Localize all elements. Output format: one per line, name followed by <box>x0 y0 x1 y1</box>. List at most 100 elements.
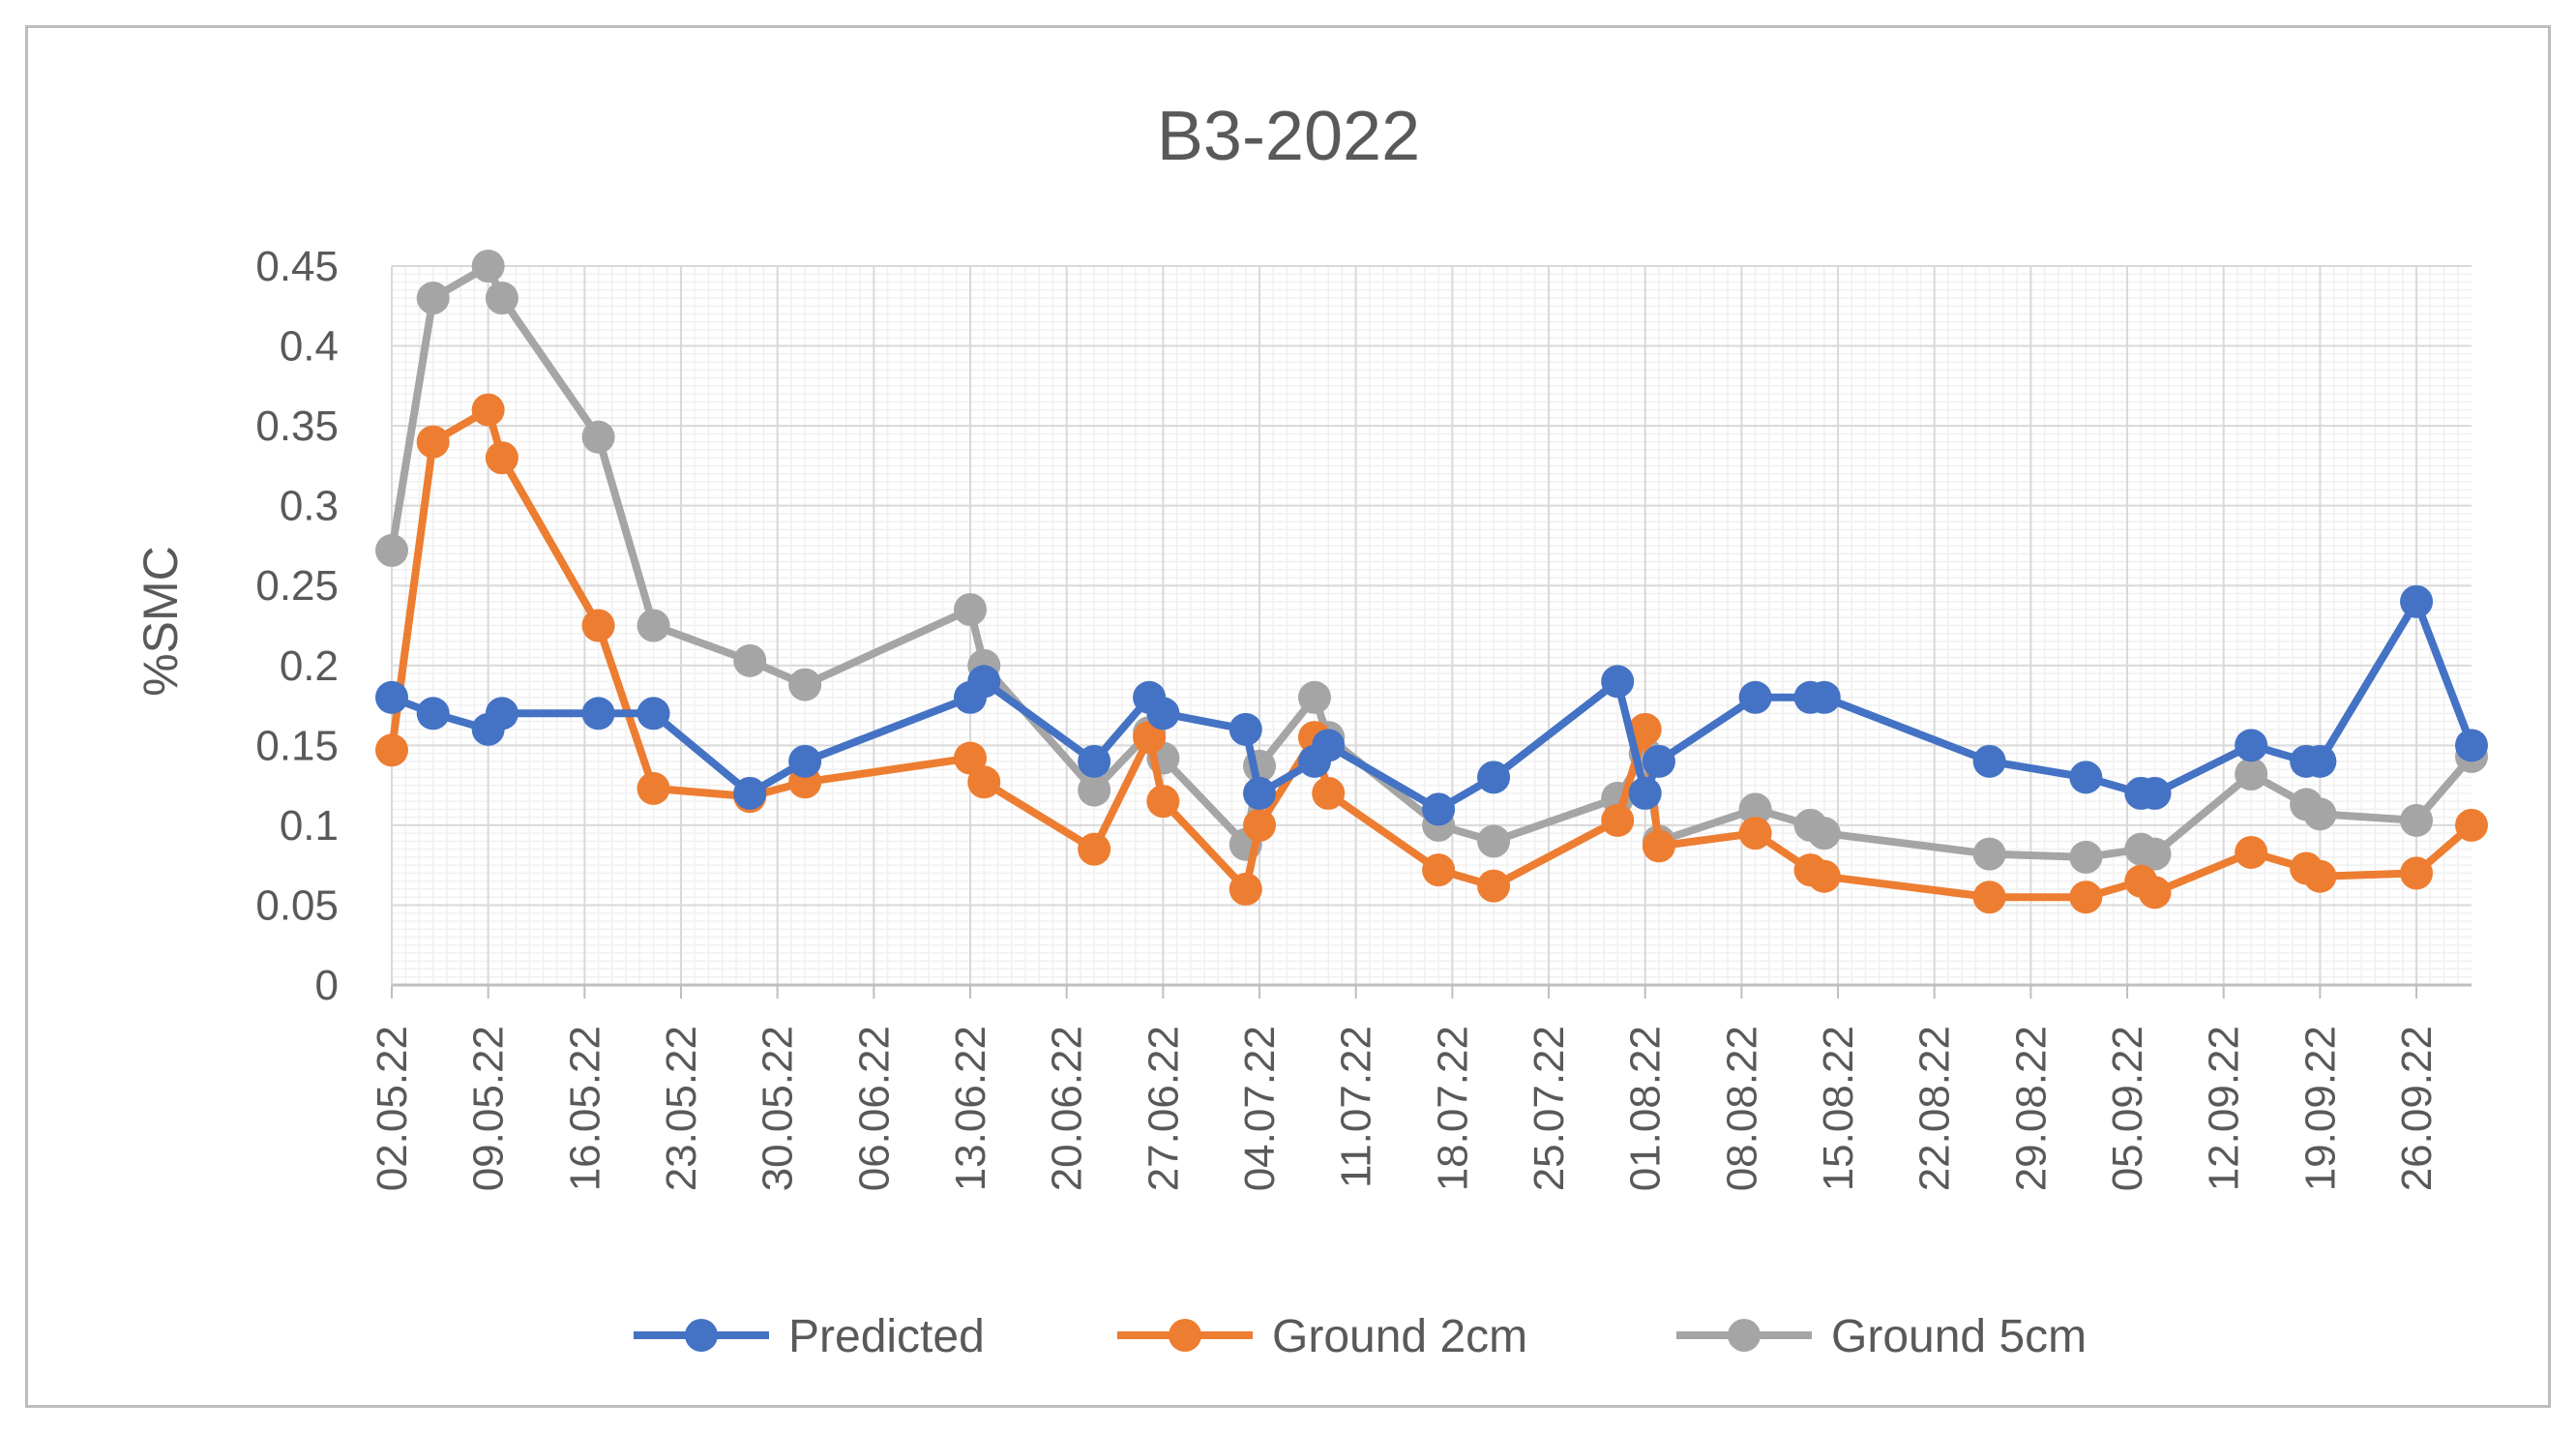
data-point-predicted <box>967 665 1001 699</box>
data-point-ground-2cm <box>2455 808 2488 842</box>
data-point-ground-5cm <box>375 533 408 567</box>
y-tick-label: 0.4 <box>280 323 339 371</box>
data-point-ground-2cm <box>485 441 518 475</box>
x-tick-label: 22.08.22 <box>1911 1026 1959 1191</box>
data-point-predicted <box>2303 744 2337 778</box>
data-point-predicted <box>2400 584 2434 618</box>
data-point-ground-2cm <box>1738 817 1772 851</box>
data-point-ground-2cm <box>637 771 670 805</box>
y-axis-label: %SMC <box>133 546 188 697</box>
data-point-ground-5cm <box>1972 837 2006 871</box>
data-point-ground-5cm <box>581 420 615 454</box>
data-point-ground-2cm <box>1146 785 1180 819</box>
y-tick-label: 0.35 <box>255 403 339 450</box>
data-point-ground-5cm <box>1078 773 1111 807</box>
x-tick-label: 16.05.22 <box>561 1026 608 1191</box>
data-point-predicted <box>1628 776 1662 810</box>
data-point-ground-5cm <box>2303 797 2337 831</box>
axes: 0 0.05 0.1 0.15 0.2 0.25 0.3 0.35 0.4 0.45 02.05.2… <box>255 243 2472 1191</box>
x-tick-label: 12.09.22 <box>2201 1026 2248 1191</box>
data-point-predicted <box>1807 680 1841 714</box>
data-point-predicted <box>375 680 408 714</box>
data-point-ground-5cm <box>637 609 670 642</box>
data-point-predicted <box>733 776 767 810</box>
x-tick-label: 26.09.22 <box>2393 1026 2441 1191</box>
data-point-predicted <box>1972 744 2006 778</box>
x-tick-label: 06.06.22 <box>850 1026 898 1191</box>
legend-item-ground-5cm: Ground 5cm <box>1676 1311 2087 1362</box>
series-predicted <box>375 584 2488 826</box>
data-point-ground-2cm <box>1243 808 1277 842</box>
data-point-ground-2cm <box>1133 721 1167 755</box>
data-point-predicted <box>416 697 450 731</box>
series-ground-2cm <box>375 393 2488 914</box>
y-tick-label: 0.45 <box>255 243 339 290</box>
data-point-predicted <box>485 697 518 731</box>
x-tick-label: 18.07.22 <box>1429 1026 1476 1191</box>
data-point-predicted <box>2138 776 2172 810</box>
data-point-ground-2cm <box>1642 829 1675 863</box>
x-tick-label: 04.07.22 <box>1236 1026 1284 1191</box>
chart-title: B3-2022 <box>1157 98 1420 175</box>
data-point-ground-2cm <box>2400 856 2434 890</box>
data-point-predicted <box>1146 697 1180 731</box>
data-point-predicted <box>581 697 615 731</box>
data-point-ground-5cm <box>788 668 822 702</box>
legend-item-predicted: Predicted <box>634 1311 985 1362</box>
x-tick-label: 05.09.22 <box>2104 1026 2151 1191</box>
x-tick-label: 23.05.22 <box>658 1026 705 1191</box>
y-tick-label: 0.1 <box>280 802 339 850</box>
x-tick-label: 15.08.22 <box>1815 1026 1862 1191</box>
x-tick-label: 01.08.22 <box>1622 1026 1670 1191</box>
data-point-ground-5cm <box>1477 824 1511 858</box>
data-point-predicted <box>2235 729 2268 762</box>
x-tick-label: 09.05.22 <box>465 1026 513 1191</box>
data-point-predicted <box>1738 680 1772 714</box>
data-point-predicted <box>1601 665 1635 699</box>
data-point-predicted <box>1078 744 1111 778</box>
data-point-ground-2cm <box>581 609 615 642</box>
data-point-ground-5cm <box>2400 803 2434 837</box>
y-tick-label: 0.2 <box>280 642 339 690</box>
data-point-ground-5cm <box>733 643 767 677</box>
y-tick-label: 0 <box>315 962 339 1009</box>
data-point-ground-2cm <box>2069 881 2103 914</box>
x-tick-label: 27.06.22 <box>1140 1026 1187 1191</box>
data-point-ground-2cm <box>2138 876 2172 910</box>
data-point-ground-5cm <box>2069 840 2103 874</box>
y-tick-label: 0.3 <box>280 483 339 530</box>
data-point-ground-2cm <box>1229 872 1262 906</box>
legend-label: Predicted <box>788 1311 985 1362</box>
data-point-ground-2cm <box>1078 832 1111 866</box>
data-point-ground-2cm <box>1972 881 2006 914</box>
legend-swatch-marker <box>1728 1319 1761 1352</box>
series-layer <box>375 250 2488 914</box>
legend-item-ground-2cm: Ground 2cm <box>1117 1311 1527 1362</box>
x-tick-label: 08.08.22 <box>1718 1026 1765 1191</box>
data-point-ground-5cm <box>1297 680 1331 714</box>
data-point-predicted <box>1422 792 1456 826</box>
data-point-ground-2cm <box>1628 712 1662 746</box>
data-point-predicted <box>2069 761 2103 794</box>
x-tick-label: 19.09.22 <box>2296 1026 2344 1191</box>
y-tick-label: 0.25 <box>255 562 339 610</box>
x-tick-label: 20.06.22 <box>1044 1026 1091 1191</box>
data-point-ground-2cm <box>416 425 450 459</box>
data-point-predicted <box>788 744 822 778</box>
legend-swatch-marker <box>685 1319 718 1352</box>
data-point-predicted <box>1477 761 1511 794</box>
data-point-ground-2cm <box>1601 803 1635 837</box>
legend-label: Ground 2cm <box>1272 1311 1527 1362</box>
data-point-predicted <box>637 697 670 731</box>
data-point-ground-5cm <box>2235 758 2268 791</box>
x-tick-label: 29.08.22 <box>2007 1026 2055 1191</box>
legend: Predicted Ground 2cm Ground 5cm <box>634 1311 2087 1362</box>
data-point-ground-2cm <box>967 765 1001 799</box>
data-point-ground-5cm <box>954 592 988 626</box>
data-point-ground-2cm <box>471 393 505 427</box>
data-point-ground-5cm <box>1738 792 1772 826</box>
data-point-ground-5cm <box>485 282 518 315</box>
data-point-ground-2cm <box>2235 835 2268 869</box>
data-point-predicted <box>1229 712 1262 746</box>
